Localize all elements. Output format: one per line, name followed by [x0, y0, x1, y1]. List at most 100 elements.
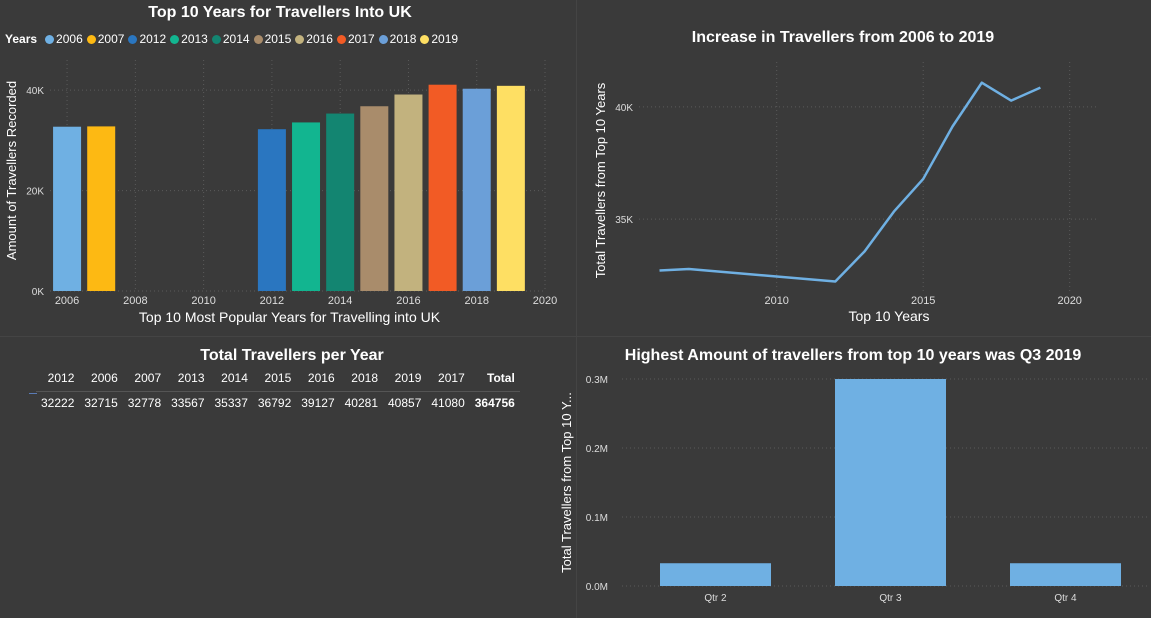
y-tick-label: 0.0M: [586, 582, 608, 593]
total-travellers-table-visual[interactable]: Total Travellers per Year: [0, 337, 576, 618]
x-tick-label: 2010: [191, 295, 215, 307]
x-tick-label: Qtr 3: [879, 593, 902, 604]
legend-dot: [86, 34, 96, 44]
legend-dot: [253, 34, 263, 44]
legend-dot: [45, 34, 55, 44]
bar-qtr-4: [1010, 563, 1121, 586]
chart2-y-axis-label: Total Travellers from Top 10 Years: [593, 82, 608, 278]
table-cell: 39127: [296, 391, 340, 414]
legend-dot: [128, 34, 138, 44]
legend-label: 2015: [264, 32, 292, 46]
legend-dot: [420, 34, 430, 44]
table-column-header[interactable]: 2019: [394, 371, 422, 385]
legend-item-2013[interactable]: 2013: [170, 32, 208, 46]
x-tick-label: 2020: [533, 295, 557, 307]
legend-label: 2007: [97, 32, 125, 46]
table-cell: 40281: [339, 391, 383, 414]
total-travellers-table: 2012 2006 2007 2013 2014 2015 2016 2018 2019 2017…: [36, 367, 520, 414]
x-tick-label: Qtr 4: [1054, 593, 1077, 604]
y-tick-label: 0K: [32, 287, 45, 298]
bar-qtr-2: [660, 563, 771, 586]
y-tick-label: 35K: [615, 215, 633, 226]
bar-2015: [360, 106, 389, 291]
table-column-header[interactable]: 2014: [221, 371, 248, 385]
table-column-header[interactable]: 2006: [91, 371, 118, 385]
legend-dot: [378, 34, 388, 44]
legend-item-2007[interactable]: 2007: [86, 32, 125, 46]
row-marker: [29, 393, 37, 394]
legend-item-2012[interactable]: 2012: [128, 32, 166, 46]
table-column-header[interactable]: Total: [487, 371, 515, 385]
quarter-bar-chart[interactable]: Highest Amount of travellers from top 10…: [559, 337, 1151, 618]
legend-label: 2013: [181, 32, 208, 46]
x-tick-label: 2016: [396, 295, 420, 307]
table-column-header[interactable]: 2017: [438, 371, 465, 385]
table-column-header[interactable]: 2015: [264, 371, 292, 385]
bar-2016: [394, 94, 423, 292]
x-tick-label: 2006: [55, 295, 79, 307]
x-tick-label: 2008: [123, 295, 147, 307]
chart4-svg: 0.0M 0.1M 0.2M 0.3M Qtr 2 Qtr 3 Qtr 4 Total Tra…: [559, 375, 1147, 604]
legend-item-2019[interactable]: 2019: [420, 32, 458, 46]
bar-qtr-3: [835, 379, 946, 586]
bar-2007: [87, 126, 116, 292]
table-cell: 33567: [166, 391, 210, 414]
bar-2017: [428, 84, 457, 291]
x-tick-label: 2020: [1057, 295, 1081, 307]
increase-line-chart[interactable]: Increase in Travellers from 2006 to 2019…: [577, 0, 1151, 336]
table-cell: 32222: [36, 391, 80, 414]
legend-item-2014[interactable]: 2014: [211, 32, 250, 46]
table-cell: 35337: [209, 391, 253, 414]
y-tick-label: 20K: [26, 187, 44, 198]
top10-years-bar-chart[interactable]: Top 10 Years for Travellers Into UK Year…: [0, 0, 576, 336]
legend-label: 2018: [389, 32, 417, 46]
x-tick-label: 2018: [464, 295, 488, 307]
table-cell: 32715: [79, 391, 123, 414]
y-tick-label: 0.3M: [586, 375, 608, 386]
table-column-header[interactable]: 2018: [351, 371, 378, 385]
legend-label: 2019: [431, 32, 459, 46]
table-column-header[interactable]: 2012: [47, 371, 75, 385]
legend-dot: [170, 34, 180, 44]
legend-item-2015[interactable]: 2015: [253, 32, 292, 46]
table-cell: 36792: [252, 391, 297, 414]
y-tick-label: 40K: [26, 86, 44, 97]
bar-2014: [326, 113, 355, 291]
legend-title: Years: [5, 32, 38, 46]
legend-label: 2016: [306, 32, 333, 46]
bar-2013: [292, 122, 321, 292]
table-cell: 40857: [383, 391, 427, 414]
table-column-header[interactable]: 2013: [177, 371, 205, 385]
legend-label: 2017: [347, 32, 375, 46]
legend-item-2018[interactable]: 2018: [378, 32, 417, 46]
x-tick-label: 2010: [764, 295, 788, 307]
legend-dot: [336, 34, 346, 44]
y-tick-label: 0.2M: [586, 444, 608, 455]
chart2-x-axis-label: Top 10 Years: [849, 308, 930, 324]
x-tick-label: 2012: [260, 295, 284, 307]
chart2-title: Increase in Travellers from 2006 to 2019: [691, 29, 995, 46]
bar-2006: [53, 126, 82, 291]
chart1-svg: 0K 20K 40K 2006 2008 2010 2012 2014 2016 2018 2020…: [4, 60, 557, 325]
table-cell: 364756: [469, 391, 520, 414]
chart4-title: Highest Amount of travellers from top 10…: [624, 347, 1082, 364]
bar-2018: [462, 88, 491, 291]
y-tick-label: 0.1M: [586, 513, 608, 524]
bar-2019: [496, 85, 525, 291]
legend-label: 2014: [222, 32, 250, 46]
table-column-header[interactable]: 2007: [134, 371, 162, 385]
bar-2012: [257, 129, 286, 291]
x-tick-label: 2015: [911, 295, 935, 307]
table-cell: 32778: [122, 391, 167, 414]
chart1-legend: Years 2006 2007 2012 2013 2014 2015 2016 2017 20…: [5, 32, 462, 46]
legend-item-2017[interactable]: 2017: [336, 32, 375, 46]
x-tick-label: Qtr 2: [704, 593, 727, 604]
chart1-title: Top 10 Years for Travellers Into UK: [148, 4, 412, 21]
visual-divider-vertical: [576, 0, 577, 618]
table-column-header[interactable]: 2016: [307, 371, 335, 385]
legend-item-2006[interactable]: 2006: [45, 32, 83, 46]
legend-dot: [295, 34, 305, 44]
chart4-y-axis-label: Total Travellers from Top 10 Y...: [559, 392, 574, 573]
legend-item-2016[interactable]: 2016: [295, 32, 333, 46]
table-cell: 41080: [426, 391, 470, 414]
